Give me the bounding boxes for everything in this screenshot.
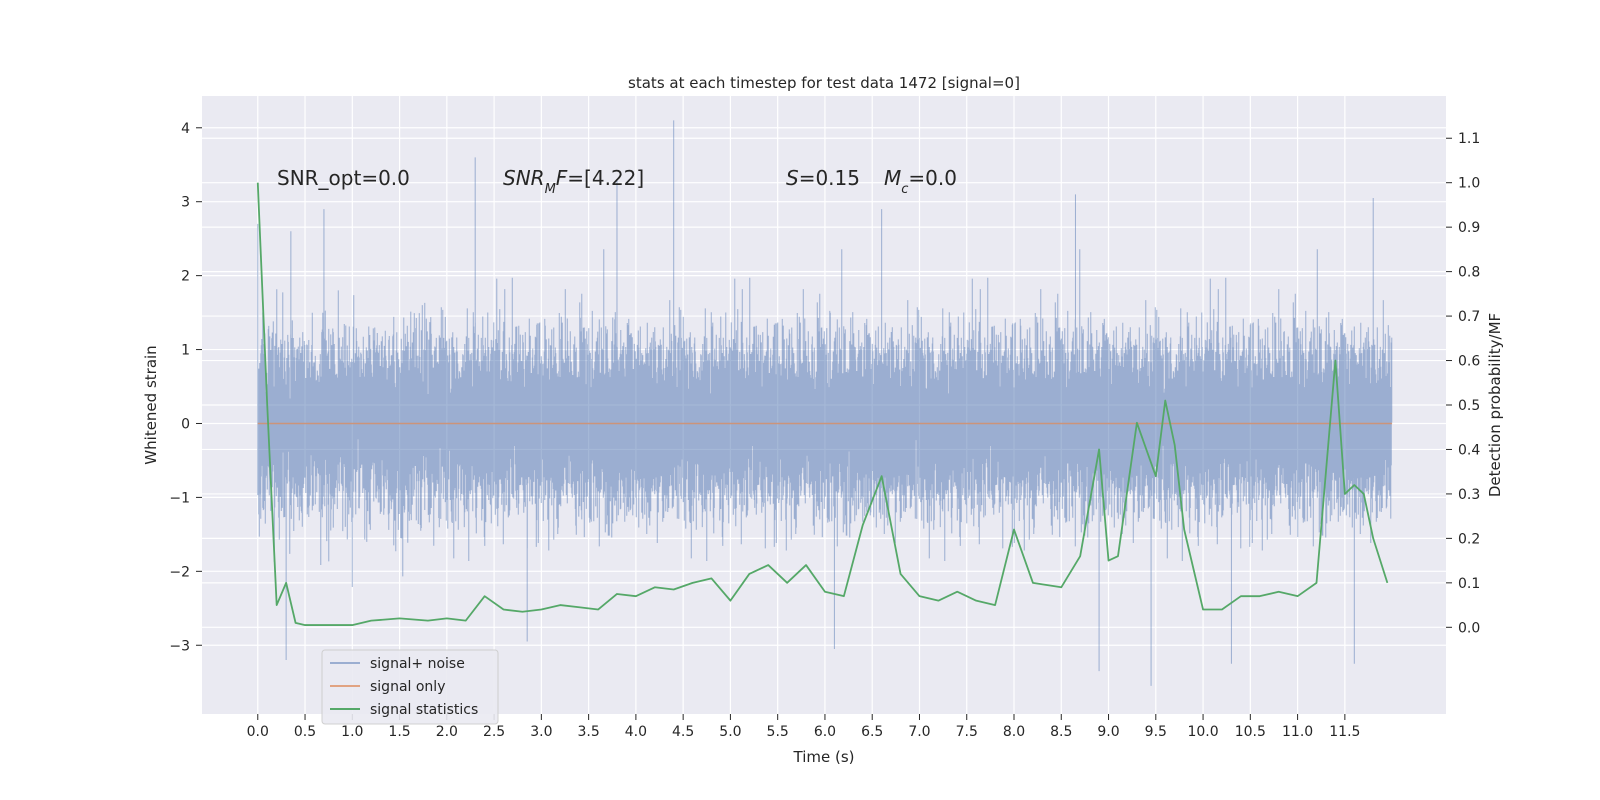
- tick-label-y2: 0.5: [1458, 398, 1480, 414]
- tick-label-x: 7.5: [956, 724, 978, 740]
- tick-label-y: 3: [181, 195, 190, 211]
- tick-label-y2: 1.1: [1458, 131, 1480, 147]
- series-signal-noise: [257, 120, 1393, 686]
- tick-label-x: 0.0: [247, 724, 269, 740]
- tick-label-x: 1.5: [388, 724, 410, 740]
- tick-label-x: 9.5: [1145, 724, 1167, 740]
- tick-label-x: 0.5: [294, 724, 316, 740]
- tick-label-y: −3: [169, 638, 190, 654]
- annot-mc-symbol: M: [884, 166, 901, 190]
- series-signal-statistics: [256, 182, 1389, 626]
- tick-label-y: 4: [181, 121, 190, 137]
- tick-label-y: −2: [169, 564, 190, 580]
- left-axis: −3 −2 −1 0 1 2 3 4: [169, 121, 202, 654]
- tick-label-y2: 0.2: [1458, 531, 1480, 547]
- y2-axis-label: Detection probability/MF: [1486, 313, 1504, 497]
- tick-label-y2: 0.0: [1458, 620, 1480, 636]
- tick-label-x: 5.0: [719, 724, 741, 740]
- tick-label-y2: 0.3: [1458, 487, 1480, 503]
- tick-label-y: 0: [181, 416, 190, 432]
- annot-snr-value: =[4.22]: [567, 166, 644, 190]
- tick-label-y2: 0.1: [1458, 576, 1480, 592]
- tick-label-y2: 0.9: [1458, 220, 1480, 236]
- legend-box: [321, 649, 499, 725]
- legend-label-signal-statistics: signal statistics: [370, 702, 478, 718]
- tick-label-y: −1: [169, 490, 190, 506]
- tick-label-x: 7.0: [908, 724, 930, 740]
- x-axis: 0.0 0.5 1.0 1.5 2.0 2.5 3.0 3.5 4.0 4.5 5.0 5.5 6.0 6…: [247, 714, 1360, 740]
- tick-label-x: 5.5: [767, 724, 789, 740]
- annot-mc-sub: c: [901, 182, 908, 197]
- right-axis: 0.0 0.1 0.2 0.3 0.4 0.5 0.6 0.7 0.8 0.9 1.0 1.1: [1446, 131, 1480, 636]
- y-axis-label: Whitened strain: [142, 345, 160, 464]
- tick-label-y2: 0.6: [1458, 354, 1480, 370]
- legend-label-signal-only: signal only: [370, 679, 445, 695]
- tick-label-x: 4.0: [625, 724, 647, 740]
- annot-s-symbol: S: [786, 166, 799, 190]
- annot-f-text: F: [556, 166, 568, 190]
- chart-title: stats at each timestep for test data 147…: [628, 74, 1020, 92]
- annotation-snr-opt: SNR_opt=0.0: [277, 166, 410, 190]
- legend: signal+ noise signal only signal statist…: [321, 649, 499, 725]
- tick-label-x: 2.5: [483, 724, 505, 740]
- annot-sub-m: M: [545, 182, 556, 197]
- tick-label-x: 9.0: [1097, 724, 1119, 740]
- x-axis-label: Time (s): [793, 748, 855, 766]
- tick-label-x: 6.0: [814, 724, 836, 740]
- annot-snr-text: SNR: [503, 166, 545, 190]
- tick-label-y: 1: [181, 343, 190, 359]
- tick-label-x: 10.5: [1235, 724, 1266, 740]
- tick-label-y2: 1.0: [1458, 176, 1480, 192]
- tick-label-x: 8.0: [1003, 724, 1025, 740]
- tick-label-x: 6.5: [861, 724, 883, 740]
- tick-label-y2: 0.4: [1458, 442, 1480, 458]
- annot-mc-value: =0.0: [908, 166, 957, 190]
- tick-label-y2: 0.7: [1458, 309, 1480, 325]
- legend-label-signal-noise: signal+ noise: [370, 656, 465, 672]
- tick-label-x: 4.5: [672, 724, 694, 740]
- tick-label-y2: 0.8: [1458, 265, 1480, 281]
- tick-label-x: 3.5: [577, 724, 599, 740]
- tick-label-x: 11.5: [1329, 724, 1360, 740]
- tick-label-x: 3.0: [530, 724, 552, 740]
- annot-s-value: =0.15: [799, 166, 860, 190]
- tick-label-x: 2.0: [436, 724, 458, 740]
- annotation-snr-mf: SNRMF=[4.22]: [503, 166, 644, 197]
- tick-label-y: 2: [181, 269, 190, 285]
- tick-label-x: 10.0: [1187, 724, 1218, 740]
- series-layer: [256, 120, 1393, 686]
- tick-label-x: 11.0: [1282, 724, 1313, 740]
- annotation-s-mc: S=0.15 Mc=0.0: [786, 166, 957, 197]
- tick-label-x: 1.0: [341, 724, 363, 740]
- tick-label-x: 8.5: [1050, 724, 1072, 740]
